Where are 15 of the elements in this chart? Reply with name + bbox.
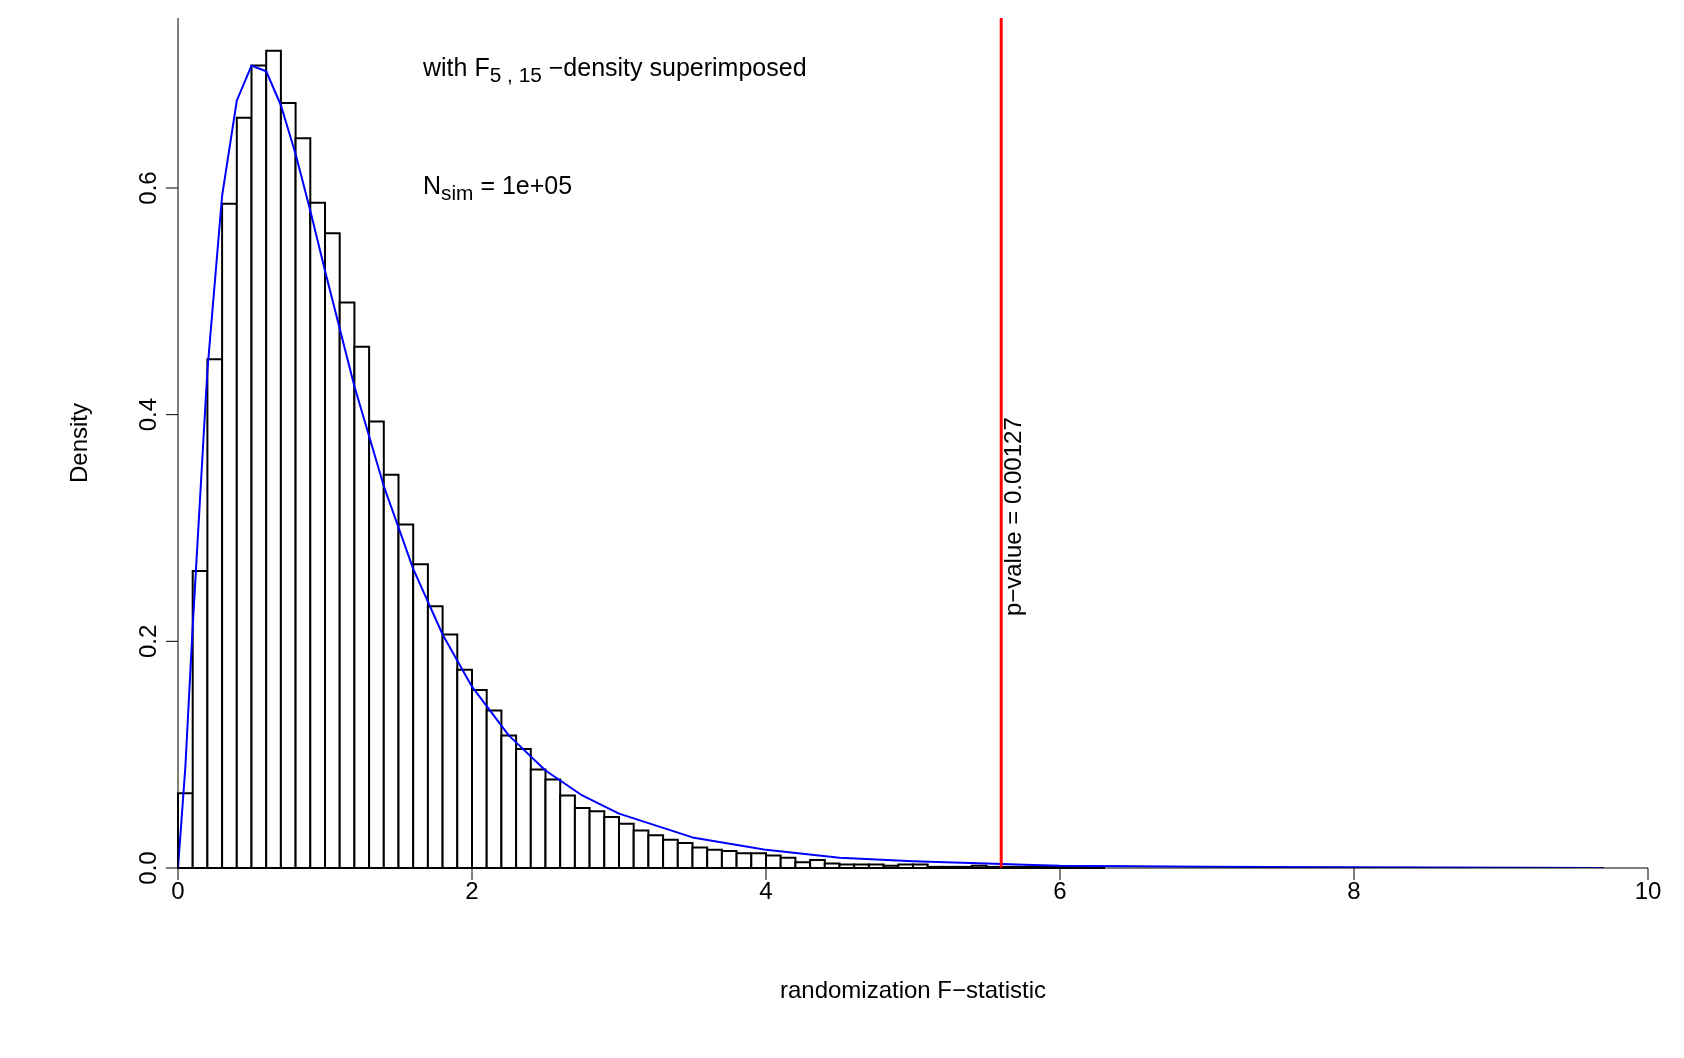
y-axis-title: Density [64,402,92,484]
x-tick-label: 10 [1634,877,1662,905]
annotation: N$_{sim}$ = 1e+05 [423,171,573,205]
y-tick-label: 0.0 [134,851,161,885]
x-axis-title: randomization F−statistic [779,976,1047,1003]
x-tick-label: 2 [465,877,479,905]
x-tick-label: 0 [171,877,185,905]
x-tick-label: 6 [1053,877,1067,905]
y-tick-label: 0.2 [134,624,161,659]
annotation: with F$_{5 , 15}$ −density superimposed [423,53,807,87]
annotation: p−value = 0.00127 [999,417,1027,617]
y-tick-label: 0.4 [134,397,161,432]
x-tick-label: 4 [759,877,773,905]
y-tick-label: 0.6 [134,171,161,205]
x-tick-label: 8 [1347,877,1361,905]
